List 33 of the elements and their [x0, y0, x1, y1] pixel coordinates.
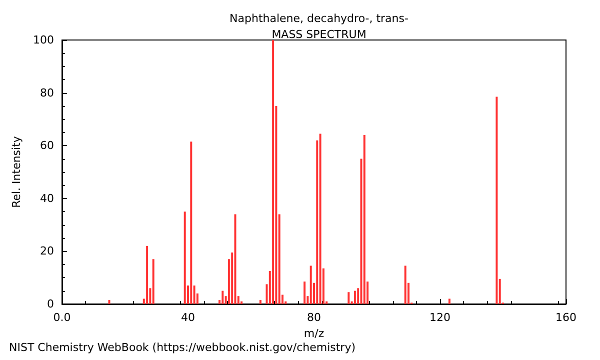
bar — [222, 290, 224, 304]
chart-subtitle: MASS SPECTRUM — [272, 28, 366, 41]
y-tick-label: 20 — [40, 244, 54, 258]
bar — [354, 290, 356, 304]
y-tick-label: 40 — [40, 192, 54, 205]
bar — [259, 300, 262, 304]
y-tick-label: 100 — [33, 34, 54, 46]
bar — [234, 214, 236, 304]
y-tick-label: 0 — [47, 298, 54, 310]
bar — [272, 40, 274, 304]
bar — [310, 266, 312, 304]
bar — [184, 212, 186, 304]
y-tick-label: 60 — [40, 139, 54, 152]
bar — [404, 266, 406, 304]
bar — [348, 292, 350, 304]
bar — [363, 135, 366, 304]
bar — [304, 282, 306, 304]
x-axis-title: m/z — [304, 326, 324, 340]
y-tick-label: 80 — [40, 86, 54, 100]
bar — [152, 259, 154, 304]
bar — [319, 134, 322, 304]
bar — [190, 142, 192, 304]
x-tick-label: 120 — [430, 311, 450, 324]
text: NIST Chemistry WebBook (https://webbook.nist.gov/chemistry) — [9, 341, 356, 354]
bar — [146, 246, 148, 304]
bar — [496, 96, 498, 304]
y-axis-title: Rel. Intensity — [10, 136, 24, 208]
x-tick-label: 0.0 — [53, 311, 71, 324]
bar — [448, 298, 450, 304]
x-tick-label: 160 — [556, 311, 576, 324]
chart-title: Naphthalene, decahydro-, trans- — [230, 12, 408, 25]
x-tick-label: 80 — [307, 311, 321, 324]
x-tick-label: 40 — [181, 311, 195, 324]
